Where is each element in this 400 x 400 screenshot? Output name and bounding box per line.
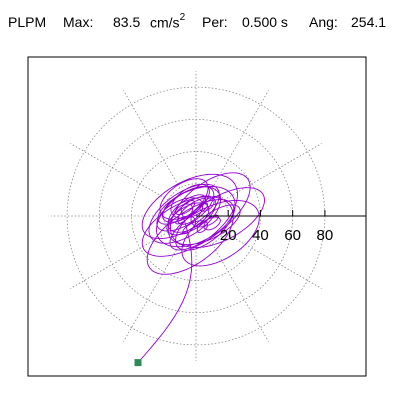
grid-spoke-60 (211, 90, 269, 189)
per-value: 0.500 s (242, 14, 288, 30)
header-bar: PLPM Max: 83.5 cm/s2 Per: 0.500 s Ang: 2… (8, 12, 400, 36)
max-unit-exponent: 2 (179, 12, 186, 23)
end-marker-group (134, 359, 142, 367)
end-point-marker (134, 359, 142, 367)
radial-tick-label-60: 60 (284, 227, 301, 244)
radial-tick-label-20: 20 (220, 227, 237, 244)
radial-tick-label-40: 40 (252, 227, 269, 244)
ang-label: Ang: (309, 14, 338, 30)
max-value: 83.5 (113, 14, 141, 30)
grid-spoke-30 (223, 143, 322, 201)
radial-tick-label-80: 80 (317, 227, 334, 244)
grid-spoke-300 (211, 243, 269, 342)
radial-axis: 20 40 60 80 (196, 210, 366, 244)
grid-spoke-210 (70, 231, 169, 289)
orbit-trace (137, 172, 265, 363)
grid-spoke-150 (70, 143, 169, 201)
ang-value: 254.1 (351, 14, 387, 30)
grid-spoke-240 (123, 243, 181, 342)
grid-spoke-330 (223, 231, 322, 289)
grid-spoke-120 (123, 90, 181, 189)
station-code: PLPM (8, 14, 47, 30)
per-label: Per: (202, 14, 228, 30)
orbit-trace-group (137, 172, 265, 363)
max-label: Max: (63, 14, 94, 30)
max-unit: cm/s2 (150, 12, 186, 31)
